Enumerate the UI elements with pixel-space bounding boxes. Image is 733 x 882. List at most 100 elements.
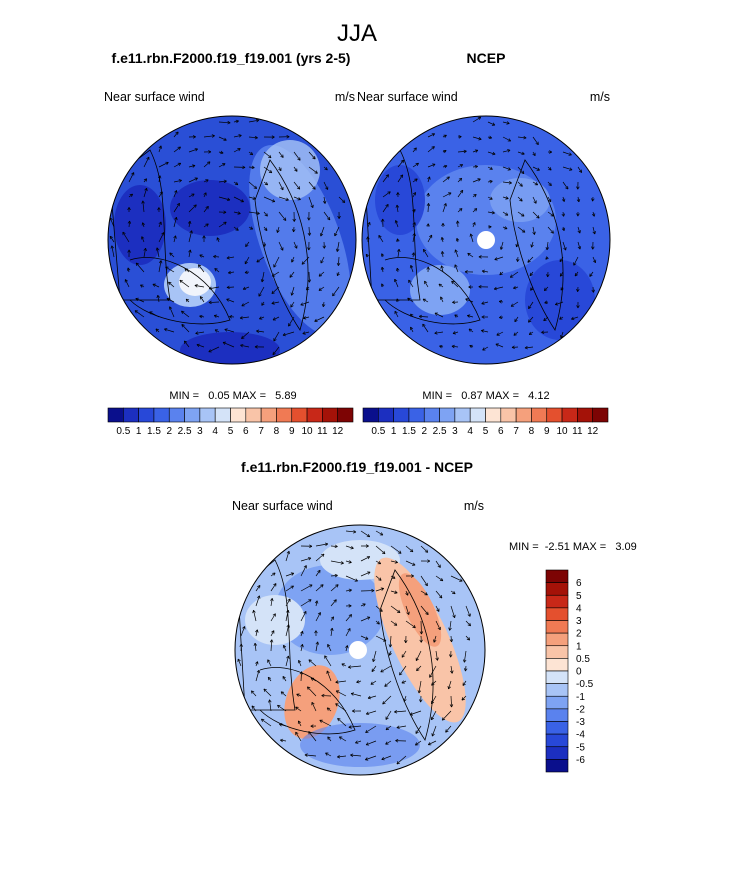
panel-model-wind-arrowhead — [285, 197, 289, 201]
panel-diff-wind-arrow — [385, 740, 392, 745]
panel-diff-colorbar-tick-label: -0.5 — [576, 679, 594, 690]
panel-ncep-wind-arrow — [481, 301, 489, 305]
panel-diff-wind-arrow — [339, 736, 347, 742]
panel-diff-colorbar: 6 54 3 21 0.5 0-0.5 -1-2 -3 -4-5 -6 — [545, 569, 594, 773]
panel-diff-wind-arrowhead — [452, 614, 456, 619]
panel-model-wind-arrowhead — [205, 205, 209, 210]
panel-diff-wind-arrowhead — [467, 622, 471, 627]
panel-diff-wind-arrow — [360, 530, 370, 538]
panel-ncep-wind-arrowhead — [426, 192, 430, 197]
panel-model-wind-arrow — [226, 256, 235, 259]
panel-diff-colorbar-box — [545, 620, 569, 634]
panel-ncep-wind-arrowhead — [397, 248, 401, 253]
panel-model-wind-arrow — [233, 181, 239, 186]
panel-diff-wind-arrowhead — [396, 725, 400, 729]
panel-diff-wind-arrowhead — [308, 659, 312, 663]
panel-ncep-wind-arrow — [487, 166, 493, 170]
panel-model-wind-arrow — [214, 268, 220, 273]
panel-model-wind-arrowhead — [140, 284, 144, 288]
panel-ncep-wind-arrowhead — [492, 151, 496, 156]
panel-model-colorbar-box — [184, 407, 201, 423]
panel-diff-colorbar-box — [545, 632, 569, 647]
panel-diff-wind-arrow — [251, 705, 257, 712]
panel-ncep-wind-arrow — [547, 181, 552, 186]
panel-diff-wind-arrowhead — [310, 724, 314, 728]
panel-diff-wind-arrowhead — [427, 559, 431, 563]
panel-diff-wind-arrowhead — [430, 716, 435, 721]
panel-diff-wind-arrowhead — [340, 561, 344, 565]
panel-diff-colorbar-tick-label: 5 — [576, 591, 582, 602]
panel-model-wind-arrowhead — [152, 283, 156, 287]
panel-model-wind-arrowhead — [208, 300, 212, 305]
panel-diff-wind-arrow — [345, 614, 352, 622]
panel-diff-title: f.e11.rbn.F2000.f19_f19.001 - NCEP — [241, 459, 473, 475]
panel-diff-wind-arrow — [461, 695, 467, 701]
panel-model-wind-arrowhead — [264, 227, 268, 231]
panel-ncep-wind-arrow — [517, 226, 526, 233]
panel-diff-wind-arrow — [381, 755, 392, 760]
panel-ncep-wind-arrow — [494, 286, 504, 290]
panel-model-wind-arrowhead — [194, 284, 198, 288]
panel-diff-pole-hole — [349, 641, 367, 659]
panel-ncep-wind-arrowhead — [545, 256, 549, 260]
panel-model-wind-arrowhead — [271, 301, 275, 305]
panel-diff-colorbar-tick-label: 0.5 — [576, 654, 590, 665]
panel-ncep-wind-arrowhead — [489, 196, 493, 200]
panel-model-wind-arrow — [156, 247, 160, 258]
panel-model-wind-arrow — [301, 256, 310, 265]
panel-diff-wind-arrowhead — [300, 630, 304, 635]
panel-diff-wind-arrow — [335, 703, 347, 712]
panel-diff-region — [300, 723, 420, 767]
panel-diff-colorbar-tick-label: -4 — [576, 730, 585, 741]
panel-diff-map — [235, 525, 485, 775]
panel-diff-wind-arrowhead — [282, 644, 287, 649]
panel-model-wind-arrowhead — [242, 286, 247, 291]
panel-model-wind-arrow — [188, 148, 198, 153]
panel-ncep-wind-arrow — [412, 222, 416, 228]
panel-diff-wind-arrowhead — [367, 571, 371, 575]
panel-ncep-wind-arrowhead — [448, 192, 452, 196]
panel-ncep-wind-arrow — [467, 315, 474, 318]
panel-diff-wind-arrow — [319, 719, 332, 727]
panel-ncep-wind-arrowhead — [458, 135, 462, 139]
panel-diff-wind-arrowhead — [325, 752, 329, 756]
panel-model-wind-arrow — [173, 235, 176, 243]
panel-diff-wind-arrow — [450, 665, 453, 674]
panel-diff-wind-arrowhead — [326, 707, 331, 711]
panel-ncep-wind-arrowhead — [474, 149, 479, 153]
panel-diff-wind-arrow — [315, 543, 328, 547]
panel-ncep-wind-arrow — [482, 346, 489, 351]
panel-model-wind-arrowhead — [312, 155, 316, 160]
panel-model-colorbar-box — [199, 407, 216, 423]
panel-ncep-wind-arrowhead — [577, 246, 582, 250]
panel-model-wind-arrowhead — [249, 226, 254, 230]
panel-ncep-wind-arrow — [427, 163, 436, 168]
panel-model-colorbar-tick-label: 12 — [332, 426, 344, 437]
panel-diff-wind-arrow — [255, 595, 260, 607]
panel-diff-wind-arrow — [350, 754, 362, 757]
panel-ncep-wind-arrowhead — [493, 286, 498, 291]
panel-diff-wind-arrowhead — [286, 655, 290, 659]
panel-diff-wind-arrowhead — [353, 530, 357, 534]
panel-ncep-wind-arrow — [562, 151, 572, 156]
panel-diff-wind-arrowhead — [437, 626, 441, 631]
panel-diff-wind-arrowhead — [333, 599, 337, 603]
panel-diff-wind-arrowhead — [439, 577, 444, 582]
panel-ncep-wind-arrow — [482, 270, 489, 273]
panel-ncep-wind-arrowhead — [395, 267, 400, 272]
panel-diff-wind-arrow — [441, 710, 452, 721]
panel-ncep-wind-arrow — [396, 204, 399, 213]
panel-ncep-wind-arrow — [472, 136, 482, 140]
panel-model-wind-arrow — [128, 172, 135, 183]
panel-diff-wind-arrowhead — [431, 700, 435, 705]
panel-diff-wind-arrow — [384, 680, 392, 687]
panel-diff-wind-arrowhead — [397, 609, 401, 614]
panel-diff-wind-arrow — [380, 665, 392, 673]
panel-diff-wind-arrowhead — [384, 683, 388, 687]
panel-model-region — [114, 185, 166, 265]
panel-model-wind-arrow — [263, 211, 268, 217]
panel-diff-wind-arrow — [300, 599, 312, 607]
panel-model-wind-arrowhead — [336, 262, 341, 266]
panel-model-wind-arrowhead — [194, 177, 198, 181]
panel-model-wind-arrow — [158, 232, 165, 243]
